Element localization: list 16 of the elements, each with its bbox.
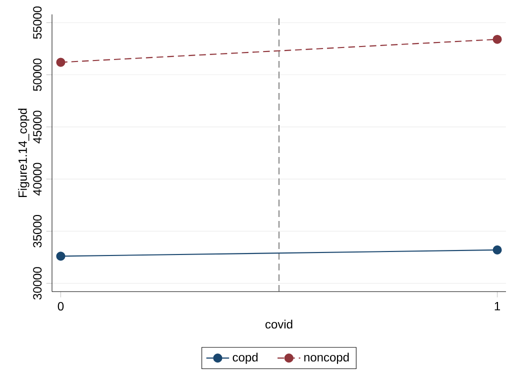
y-tick-label: 45000: [33, 110, 42, 144]
x-tick-label: 0: [58, 302, 64, 311]
y-tick-label: 40000: [33, 162, 42, 196]
y-axis-title: Figure1.14_copd: [18, 108, 30, 198]
y-tick-label: 30000: [33, 267, 42, 300]
legend-label: noncopd: [304, 352, 349, 364]
y-tick-label: 55000: [33, 6, 42, 39]
point: [56, 58, 66, 67]
legend-label: copd: [232, 352, 258, 364]
y-tick-label: 50000: [33, 58, 42, 91]
x-axis-title: covid: [265, 320, 292, 329]
point: [492, 245, 502, 254]
y-tick-label: 35000: [33, 214, 42, 248]
x-tick-label: 1: [494, 302, 500, 310]
point: [492, 34, 502, 44]
point: [56, 252, 66, 261]
